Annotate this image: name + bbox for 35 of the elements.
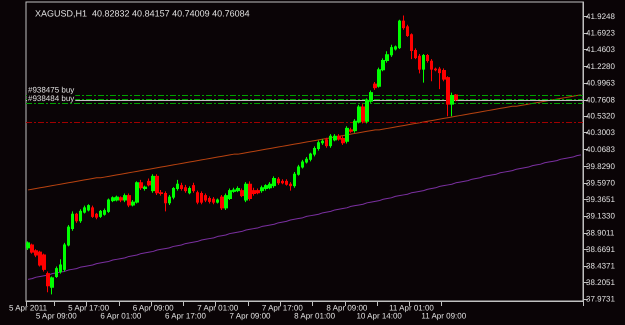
x-tick-label: 8 Apr 09:00 (326, 304, 368, 312)
x-tick-label: 11 Apr 09:00 (421, 312, 467, 320)
y-tick-label: 40.7608 (586, 95, 616, 104)
y-tick-label: 40.3003 (586, 128, 616, 138)
x-tick-label: 8 Apr 01:00 (294, 312, 336, 320)
text: XAGUSD,H1 40.82832 40.84157 40.74009 40.76084 (35, 8, 250, 18)
y-tick-label: 41.4603 (586, 45, 616, 54)
y-tick-label: 40.9963 (586, 78, 616, 88)
y-tick-label: 40.0683 (586, 144, 616, 154)
y-tick-label: 41.9248 (586, 12, 616, 22)
y-tick-label: 39.3651 (586, 195, 616, 204)
x-tick-label: 5 Apr 2011 (8, 304, 48, 312)
y-tick-label: 38.6691 (586, 244, 616, 254)
y-tick-label: 41.6923 (586, 28, 616, 38)
x-tick-label: 5 Apr 09:00 (36, 312, 78, 320)
y-tick-label: 37.9731 (586, 294, 616, 304)
y-tick-label: 39.1330 (586, 212, 616, 221)
x-tick-label: 10 Apr 14:00 (356, 312, 402, 320)
x-tick-label: 7 Apr 09:00 (230, 312, 272, 320)
y-tick-label: 40.5320 (586, 112, 616, 121)
y-tick-label: 41.2280 (586, 62, 616, 71)
ref-line-label: #938484 buy (28, 94, 74, 103)
x-tick-label: 7 Apr 01:00 (197, 304, 239, 312)
x-tick-label: 7 Apr 17:00 (262, 304, 304, 312)
y-tick-label: 38.2051 (586, 278, 616, 288)
y-tick-label: 39.5970 (586, 178, 616, 188)
x-tick-label: 6 Apr 09:00 (132, 304, 174, 312)
y-tick-label: 39.8290 (586, 162, 616, 171)
x-tick-label: 6 Apr 01:00 (100, 312, 142, 320)
y-tick-label: 38.4371 (586, 261, 616, 270)
ref-line-label: #938475 buy (28, 85, 74, 94)
x-tick-label: 11 Apr 01:00 (389, 304, 434, 312)
x-tick-label: 5 Apr 17:00 (68, 304, 110, 312)
x-tick-label: 6 Apr 17:00 (164, 312, 206, 320)
y-tick-label: 38.9011 (586, 228, 615, 238)
